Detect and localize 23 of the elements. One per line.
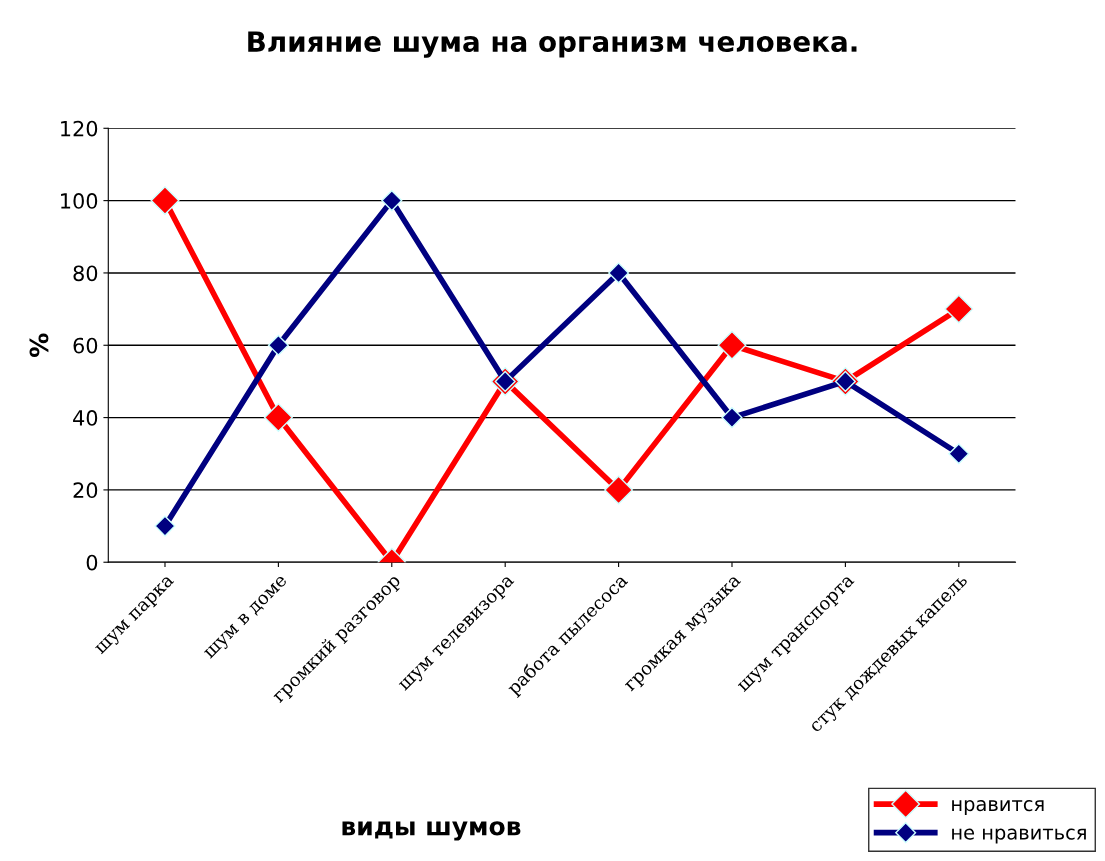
point xyxy=(381,190,403,212)
point xyxy=(944,294,974,324)
y-axis-title: % xyxy=(29,333,49,357)
point xyxy=(717,330,747,360)
legend-label: нравится xyxy=(952,800,1044,815)
point xyxy=(721,407,743,429)
point xyxy=(263,403,293,433)
x-axis-title: виды шумов xyxy=(342,821,521,841)
point xyxy=(150,186,180,216)
chart-title: Влияние шума на организм человека. xyxy=(248,31,857,58)
point xyxy=(608,262,630,284)
y-tick-label: 80 xyxy=(73,265,98,282)
y-tick-label: 60 xyxy=(73,337,98,354)
y-tick-label: 20 xyxy=(73,482,98,499)
point xyxy=(154,515,176,537)
y-tick-label: 100 xyxy=(61,193,98,209)
y-tick-label: 0 xyxy=(86,554,98,571)
point xyxy=(267,334,289,356)
y-tick-label: 120 xyxy=(61,120,98,137)
y-tick-label: 40 xyxy=(73,410,98,426)
point xyxy=(948,443,970,465)
point xyxy=(604,475,634,505)
legend-label: не нравиться xyxy=(952,828,1086,844)
